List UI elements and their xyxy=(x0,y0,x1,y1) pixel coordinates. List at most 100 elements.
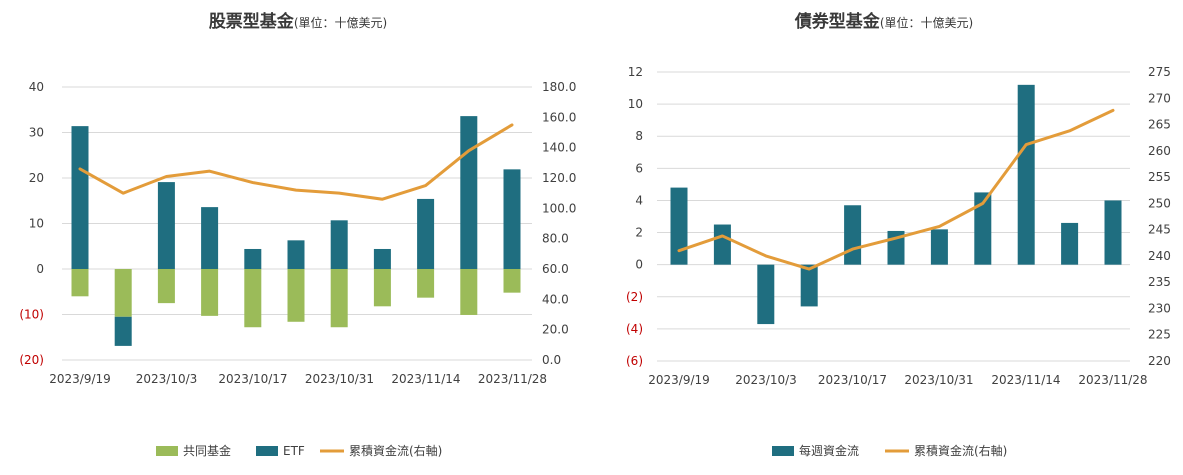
bar-etf xyxy=(330,220,348,269)
y-right-tick: 140.0 xyxy=(542,141,576,155)
y-right-tick: 60.0 xyxy=(542,262,569,276)
y-left-tick: 8 xyxy=(635,129,643,143)
bar-etf xyxy=(71,126,89,269)
chart-bond: 債券型基金(單位：十億美元) 12 10 8 6 4 2 0 (2) (4) (6) 275 270 26… xyxy=(626,11,1171,458)
bar-weekly-flow xyxy=(670,187,688,265)
bar-weekly-flow xyxy=(1061,222,1079,265)
legend-label: 每週資金流 xyxy=(799,443,859,458)
x-tick: 2023/11/14 xyxy=(991,373,1060,387)
y-right-tick: 260 xyxy=(1148,144,1171,158)
y-left-tick: 30 xyxy=(29,126,44,140)
chart-title: 股票型基金(單位：十億美元) xyxy=(209,11,387,32)
y-right-tick: 255 xyxy=(1148,170,1171,184)
x-tick: 2023/10/3 xyxy=(735,373,797,387)
chart-title-unit: (單位：十億美元) xyxy=(294,15,387,30)
y-left-tick: (2) xyxy=(626,290,643,304)
bar-etf xyxy=(157,182,175,269)
x-tick: 2023/9/19 xyxy=(648,373,710,387)
y-left-tick: 40 xyxy=(29,80,44,94)
y-right-tick: 235 xyxy=(1148,275,1171,289)
y-left-tick: 20 xyxy=(29,171,44,185)
y-left-tick: (20) xyxy=(19,353,44,367)
y-right-tick: 275 xyxy=(1148,65,1171,79)
bar-weekly-flow xyxy=(1017,84,1035,265)
y-left-tick: (6) xyxy=(626,354,643,368)
bar-etf xyxy=(114,316,132,346)
bar-mutual-fund xyxy=(287,269,305,322)
bar-weekly-flow xyxy=(974,192,992,265)
y-right-tick: 240 xyxy=(1148,249,1171,263)
y-right-tick: 120.0 xyxy=(542,171,576,185)
y-left-tick: 2 xyxy=(635,226,643,240)
line-cumulative-flow xyxy=(677,108,1115,271)
chart-title-main: 債券型基金 xyxy=(794,11,881,32)
bar-mutual-fund xyxy=(373,269,391,307)
y-left-tick: (10) xyxy=(19,308,44,322)
bar-etf xyxy=(244,248,262,269)
bar-weekly-flow xyxy=(713,224,731,265)
bar-mutual-fund xyxy=(71,269,89,297)
bar-weekly-flow xyxy=(930,229,948,265)
bar-mutual-fund xyxy=(114,269,132,317)
bar-etf xyxy=(373,248,391,269)
bar-mutual-fund xyxy=(417,269,435,298)
y-left-tick: 4 xyxy=(635,193,643,207)
chart-title: 債券型基金(單位：十億美元) xyxy=(794,11,973,32)
bar-mutual-fund xyxy=(503,269,521,293)
chart-equity: 股票型基金(單位：十億美元) 40 30 20 10 0 (10) (20) 180.0 160.… xyxy=(19,11,576,458)
legend-label: 累積資金流(右軸) xyxy=(349,443,442,458)
bar-weekly-flow xyxy=(757,264,775,325)
y-right-tick: 80.0 xyxy=(542,232,569,246)
y-right-tick: 245 xyxy=(1148,223,1171,237)
y-right-tick: 250 xyxy=(1148,196,1171,210)
y-right-tick: 20.0 xyxy=(542,323,569,337)
chart-title-main: 股票型基金 xyxy=(209,11,295,32)
y-right-tick: 180.0 xyxy=(542,80,576,94)
y-left-tick: 10 xyxy=(628,97,643,111)
y-left-tick: (4) xyxy=(626,322,643,336)
x-tick: 2023/9/19 xyxy=(49,372,111,386)
bar-mutual-fund xyxy=(330,269,348,328)
legend-swatch xyxy=(156,446,178,456)
y-left-tick: 0 xyxy=(635,258,643,272)
x-tick: 2023/10/31 xyxy=(305,372,374,386)
y-right-tick: 100.0 xyxy=(542,201,576,215)
y-left-tick: 0 xyxy=(36,262,44,276)
x-tick: 2023/10/31 xyxy=(904,373,973,387)
x-tick: 2023/11/28 xyxy=(1078,373,1147,387)
y-right-tick: 265 xyxy=(1148,118,1171,132)
y-right-tick: 160.0 xyxy=(542,110,576,124)
x-tick: 2023/10/17 xyxy=(218,372,287,386)
legend-label: 累積資金流(右軸) xyxy=(914,443,1007,458)
x-tick: 2023/11/28 xyxy=(478,372,547,386)
legend-swatch xyxy=(772,446,794,456)
x-tick: 2023/10/17 xyxy=(818,373,887,387)
bar-etf xyxy=(460,116,478,270)
y-right-tick: 0.0 xyxy=(542,353,561,367)
bar-weekly-flow xyxy=(844,205,862,265)
bar-etf xyxy=(417,198,435,269)
legend-swatch xyxy=(256,446,278,456)
bar-etf xyxy=(287,240,305,269)
bar-mutual-fund xyxy=(460,269,478,315)
y-left-tick: 10 xyxy=(29,217,44,231)
line-cumulative-flow xyxy=(78,123,514,201)
y-right-tick: 225 xyxy=(1148,328,1171,342)
y-right-tick: 270 xyxy=(1148,91,1171,105)
y-right-tick: 40.0 xyxy=(542,292,569,306)
y-right-tick: 230 xyxy=(1148,301,1171,315)
legend-label: ETF xyxy=(283,444,305,458)
bar-weekly-flow xyxy=(800,264,818,307)
y-left-tick: 12 xyxy=(628,65,643,79)
legend-label: 共同基金 xyxy=(183,443,231,458)
bar-mutual-fund xyxy=(244,269,262,328)
bar-etf xyxy=(201,207,219,269)
y-left-tick: 6 xyxy=(635,161,643,175)
bar-weekly-flow xyxy=(1104,200,1122,265)
bar-mutual-fund xyxy=(157,269,175,304)
bar-mutual-fund xyxy=(201,269,219,316)
x-tick: 2023/10/3 xyxy=(136,372,198,386)
bar-etf xyxy=(503,169,521,269)
